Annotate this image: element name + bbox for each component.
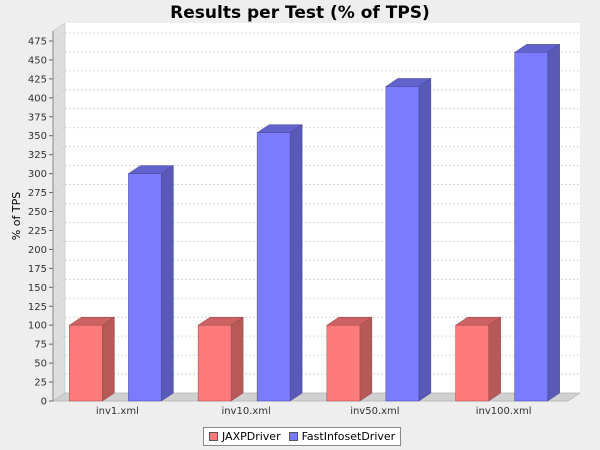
- gridline-wall: [52, 32, 66, 42]
- bar-side-fastinfosetdriver: [547, 43, 560, 402]
- gridline-wall: [52, 222, 66, 231]
- gridline-wall: [52, 127, 66, 137]
- legend-entry-fastinfosetdriver: FastInfosetDriver: [288, 430, 396, 443]
- gridline-wall: [52, 165, 66, 174]
- gridline-wall: [52, 373, 66, 383]
- bar-fastinfosetdriver-inv10-xml: [256, 132, 291, 402]
- bar-fastinfosetdriver-inv1-xml: [128, 173, 162, 402]
- legend-entry-jaxpdriver: JAXPDriver: [209, 430, 281, 443]
- y-tick-label: 0: [41, 397, 47, 408]
- legend-swatch: [288, 432, 298, 441]
- y-tick-label: 325: [28, 150, 47, 161]
- bar-jaxpdriver-inv50-xml: [326, 324, 361, 402]
- bar-side-jaxpdriver: [102, 316, 115, 402]
- legend-label: JAXPDriver: [222, 430, 281, 443]
- y-tick-label: 450: [28, 55, 47, 66]
- y-tick-label: 25: [34, 378, 47, 389]
- y-tick-label: 425: [28, 74, 47, 85]
- gridline-wall: [52, 89, 66, 99]
- gridline-wall: [52, 278, 66, 288]
- x-tick-label: inv10.xml: [221, 406, 270, 417]
- bar-fastinfosetdriver-inv50-xml: [385, 86, 420, 402]
- y-tick-label: 150: [28, 283, 47, 294]
- gridline-wall: [52, 335, 66, 345]
- bar-jaxpdriver-inv100-xml: [455, 324, 489, 402]
- y-tick-label: 100: [28, 321, 47, 332]
- gridline-wall: [52, 51, 66, 61]
- bar-side-jaxpdriver: [359, 316, 373, 402]
- bar-side-fastinfosetdriver: [161, 165, 174, 402]
- bar-side-jaxpdriver: [488, 316, 501, 402]
- y-tick-label: 475: [28, 37, 47, 48]
- gridline-wall: [52, 241, 66, 250]
- gridline-wall: [52, 297, 66, 307]
- gridline-wall: [52, 203, 66, 212]
- chart-legend: JAXPDriver FastInfosetDriver: [203, 427, 402, 446]
- y-tick-label: 250: [28, 207, 47, 218]
- y-tick-label: 275: [28, 188, 47, 199]
- y-tick-label: 50: [34, 359, 47, 370]
- y-tick-label: 175: [28, 264, 47, 275]
- bar-jaxpdriver-inv10-xml: [197, 324, 232, 402]
- gridline-wall: [52, 70, 66, 80]
- y-tick-label: 200: [28, 245, 47, 256]
- gridline-wall: [52, 184, 66, 193]
- plot-left-wall: [52, 22, 66, 402]
- y-tick-label: 350: [28, 131, 47, 142]
- y-tick-label: 400: [28, 93, 47, 104]
- bar-side-fastinfosetdriver: [418, 78, 432, 402]
- y-tick-label: 300: [28, 169, 47, 180]
- x-tick-label: inv50.xml: [350, 406, 399, 417]
- legend-label: FastInfosetDriver: [301, 430, 396, 443]
- bar-fastinfosetdriver-inv100-xml: [514, 52, 548, 402]
- bar-side-jaxpdriver: [230, 316, 244, 402]
- x-tick-label: inv100.xml: [476, 406, 532, 417]
- y-axis-label: % of TPS: [10, 192, 23, 240]
- y-tick-label: 75: [34, 340, 47, 351]
- y-tick-label: 125: [28, 302, 47, 313]
- legend-swatch: [209, 432, 218, 441]
- y-tick-label: 375: [28, 112, 47, 123]
- gridline-wall: [52, 316, 66, 326]
- bar-jaxpdriver-inv1-xml: [69, 324, 103, 402]
- gridline-wall: [52, 260, 66, 269]
- gridline-wall: [52, 108, 66, 118]
- gridline-wall: [52, 354, 66, 364]
- chart-title: Results per Test (% of TPS): [170, 3, 430, 23]
- x-tick-label: inv1.xml: [96, 406, 139, 417]
- bar-side-fastinfosetdriver: [289, 124, 303, 402]
- gridline-wall: [52, 146, 66, 156]
- y-tick-label: 225: [28, 226, 47, 237]
